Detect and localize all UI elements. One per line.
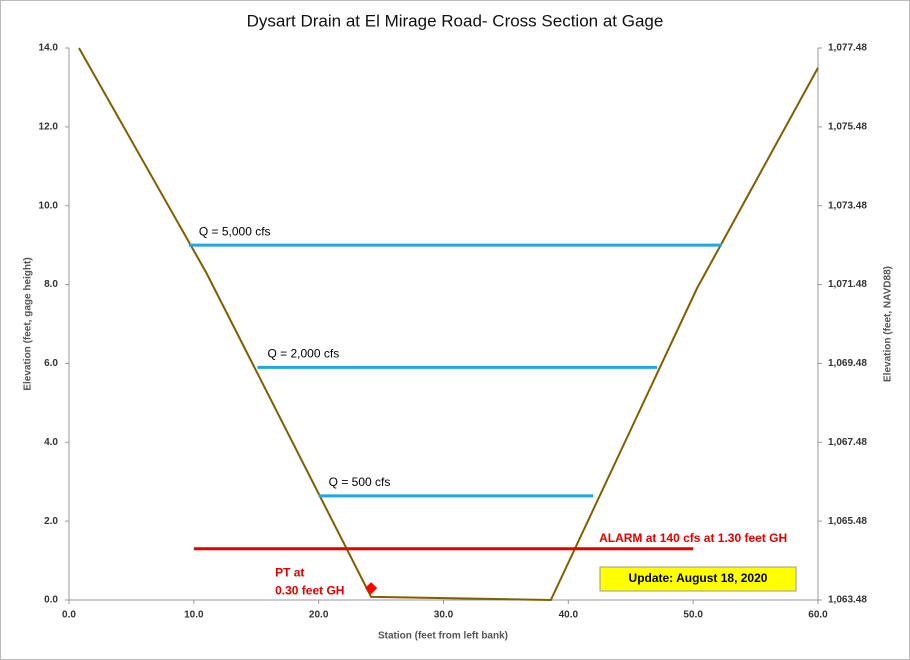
y2-tick-label: 1,075.48: [828, 121, 867, 132]
y-tick-label: 10.0: [39, 200, 59, 211]
x-tick-label: 60.0: [808, 610, 828, 621]
y-tick-label: 8.0: [44, 279, 58, 290]
y2-tick-label: 1,077.48: [828, 43, 867, 54]
pt-marker: [365, 582, 378, 595]
y-tick-label: 14.0: [39, 43, 59, 54]
series-label: Q = 5,000 cfs: [199, 224, 271, 238]
series-label: 0.30 feet GH: [275, 583, 344, 597]
x-tick-label: 20.0: [309, 610, 329, 621]
series-label: Q = 2,000 cfs: [267, 347, 339, 361]
x-tick-label: 30.0: [434, 610, 454, 621]
series-label: Q = 500 cfs: [329, 475, 391, 489]
y2-tick-label: 1,065.48: [828, 516, 867, 527]
x-axis-label: Station (feet from left bank): [378, 631, 508, 642]
chart-title: Dysart Drain at El Mirage Road- Cross Se…: [247, 11, 664, 30]
x-tick-label: 50.0: [683, 610, 703, 621]
y2-axis-label: Elevation (feet, NAVD88): [883, 266, 894, 382]
series-label: PT at: [275, 565, 304, 579]
y-tick-label: 2.0: [44, 516, 58, 527]
x-tick-label: 10.0: [184, 610, 204, 621]
y-tick-label: 0.0: [44, 595, 58, 606]
y-tick-label: 6.0: [44, 358, 58, 369]
y-axis-label: Elevation (feet, gage height): [23, 257, 34, 390]
y2-tick-label: 1,069.48: [828, 358, 867, 369]
y2-tick-label: 1,071.48: [828, 279, 867, 290]
y2-tick-label: 1,063.48: [828, 595, 867, 606]
y-tick-label: 12.0: [39, 121, 59, 132]
update-box: [599, 566, 797, 592]
x-tick-label: 40.0: [559, 610, 579, 621]
y2-tick-label: 1,067.48: [828, 437, 867, 448]
x-tick-label: 0.0: [62, 610, 76, 621]
series-label: ALARM at 140 cfs at 1.30 feet GH: [599, 531, 787, 545]
y2-tick-label: 1,073.48: [828, 200, 867, 211]
update-note: Update: August 18, 2020: [629, 571, 768, 585]
series-line: [78, 47, 819, 602]
y-tick-label: 4.0: [44, 437, 58, 448]
